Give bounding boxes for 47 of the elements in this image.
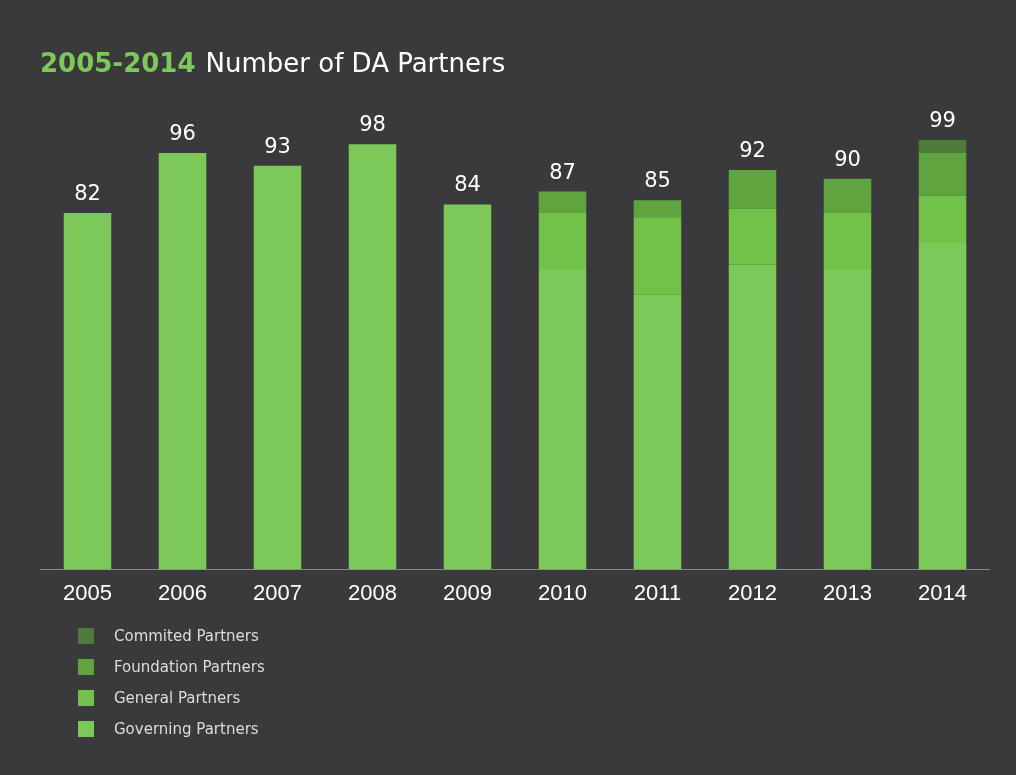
bar <box>538 191 587 214</box>
total-label: 98 <box>359 112 386 137</box>
x-tick-label: 2012 <box>728 579 777 605</box>
bar <box>823 178 872 214</box>
legend-label: Commited Partners <box>114 626 259 645</box>
bar <box>918 152 967 196</box>
total-label: 92 <box>739 138 766 163</box>
bar <box>633 217 682 295</box>
bar <box>63 213 112 570</box>
bar <box>538 213 587 269</box>
bar <box>633 294 682 570</box>
total-label: 82 <box>74 180 101 205</box>
total-label: 99 <box>929 107 956 132</box>
bar <box>823 268 872 570</box>
bar <box>823 213 872 269</box>
total-label: 96 <box>169 120 196 145</box>
bar <box>158 152 207 570</box>
total-label: 84 <box>454 172 481 197</box>
bar <box>538 268 587 570</box>
total-label: 85 <box>644 168 671 193</box>
bar <box>253 165 302 570</box>
bar <box>633 200 682 218</box>
x-tick-label: 2010 <box>538 579 587 605</box>
x-tick-label: 2009 <box>443 579 492 605</box>
x-tick-label: 2005 <box>63 579 112 605</box>
bar <box>348 144 397 570</box>
bar <box>728 208 777 265</box>
total-label: 93 <box>264 133 291 158</box>
bar <box>918 243 967 570</box>
x-tick-label: 2014 <box>918 579 967 605</box>
bar <box>443 204 492 570</box>
total-label: 90 <box>834 146 861 171</box>
bar <box>728 170 777 209</box>
x-tick-label: 2013 <box>823 579 872 605</box>
chart-title: 2005-2014 <box>40 48 196 78</box>
x-tick-label: 2011 <box>633 579 682 605</box>
x-tick-label: 2007 <box>253 579 302 605</box>
legend-label: Governing Partners <box>114 719 259 738</box>
legend-label: General Partners <box>114 688 241 707</box>
chart-subtitle: Number of DA Partners <box>205 48 506 78</box>
total-label: 87 <box>549 159 576 184</box>
bar <box>918 195 967 244</box>
x-tick-label: 2006 <box>158 579 207 605</box>
legend-label: Foundation Partners <box>114 657 265 676</box>
x-tick-label: 2008 <box>348 579 397 605</box>
bar <box>918 140 967 153</box>
bar <box>728 264 777 570</box>
